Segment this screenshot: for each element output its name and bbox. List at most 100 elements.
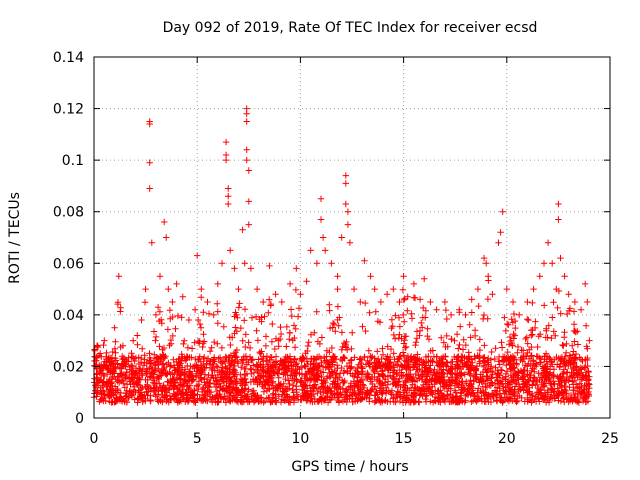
data-point	[231, 395, 238, 403]
data-point	[544, 239, 552, 246]
data-point	[320, 379, 328, 387]
data-point	[326, 301, 333, 308]
data-point	[245, 386, 252, 393]
data-point	[285, 385, 293, 392]
data-point	[154, 396, 161, 404]
data-point	[437, 399, 444, 406]
data-point	[419, 392, 426, 399]
data-point	[359, 323, 366, 330]
data-point	[550, 373, 558, 380]
data-point	[480, 363, 488, 371]
data-point	[418, 376, 426, 383]
data-point	[534, 353, 541, 360]
data-point	[199, 343, 206, 351]
data-point	[118, 365, 125, 372]
data-point	[560, 368, 567, 376]
data-point	[241, 260, 248, 267]
data-point	[335, 398, 343, 405]
data-point	[505, 321, 512, 328]
data-point	[151, 386, 158, 394]
data-point	[275, 366, 282, 373]
data-point	[476, 395, 483, 402]
data-point	[555, 397, 562, 404]
data-point	[231, 330, 238, 337]
data-point	[412, 341, 419, 349]
data-point	[162, 370, 169, 377]
data-point	[290, 356, 298, 363]
data-point	[142, 383, 149, 391]
data-point	[206, 348, 214, 355]
data-point	[528, 343, 535, 351]
data-point	[394, 371, 401, 378]
data-point	[440, 383, 448, 391]
data-point	[231, 362, 238, 370]
data-point	[177, 398, 185, 405]
data-point	[132, 371, 139, 378]
data-point	[382, 390, 390, 397]
data-point	[390, 285, 397, 293]
data-point	[147, 396, 154, 404]
data-point	[136, 376, 143, 383]
data-point	[254, 381, 261, 388]
data-point	[221, 358, 229, 365]
data-point	[582, 364, 589, 371]
data-point	[200, 331, 207, 338]
data-point	[584, 356, 591, 364]
data-point	[323, 375, 330, 382]
data-point	[207, 396, 215, 403]
data-point	[134, 381, 142, 388]
data-point	[339, 343, 346, 351]
data-point	[169, 375, 176, 382]
data-point	[503, 361, 510, 369]
data-point	[188, 345, 196, 352]
data-point	[453, 373, 460, 381]
data-point	[497, 229, 504, 236]
data-point	[117, 304, 124, 311]
data-point	[483, 260, 490, 267]
data-point	[387, 345, 395, 353]
data-point	[358, 369, 366, 377]
data-point	[307, 387, 315, 394]
data-point	[272, 291, 279, 298]
data-point	[560, 342, 567, 349]
data-point	[480, 254, 488, 262]
data-point	[407, 356, 415, 364]
data-point	[128, 350, 135, 357]
data-point	[390, 380, 397, 387]
data-point	[533, 361, 540, 368]
data-point	[396, 366, 403, 374]
data-point	[227, 390, 235, 397]
data-point	[190, 397, 197, 404]
data-point	[554, 385, 561, 392]
data-point	[522, 335, 529, 343]
data-point	[107, 368, 114, 375]
data-point	[357, 379, 364, 386]
data-point	[215, 355, 222, 362]
data-point	[561, 273, 568, 280]
data-point	[504, 394, 512, 401]
data-point	[366, 363, 374, 370]
data-point	[558, 353, 566, 361]
data-point	[570, 387, 578, 394]
data-point	[227, 341, 234, 349]
data-point	[484, 315, 491, 322]
data-point	[274, 370, 281, 377]
data-point	[214, 300, 221, 307]
data-point	[161, 218, 168, 226]
data-point	[528, 352, 535, 359]
data-point	[534, 381, 541, 389]
data-point	[311, 382, 318, 389]
data-point	[326, 324, 334, 332]
data-point	[570, 321, 578, 328]
data-point	[150, 369, 157, 376]
data-point	[343, 398, 350, 406]
data-point	[227, 247, 234, 254]
data-point	[247, 365, 254, 373]
data-point	[384, 381, 391, 388]
data-point	[235, 304, 242, 311]
data-point	[115, 373, 122, 380]
data-point	[536, 273, 543, 280]
data-point	[304, 342, 312, 350]
data-point	[456, 398, 463, 406]
data-point	[171, 369, 178, 377]
